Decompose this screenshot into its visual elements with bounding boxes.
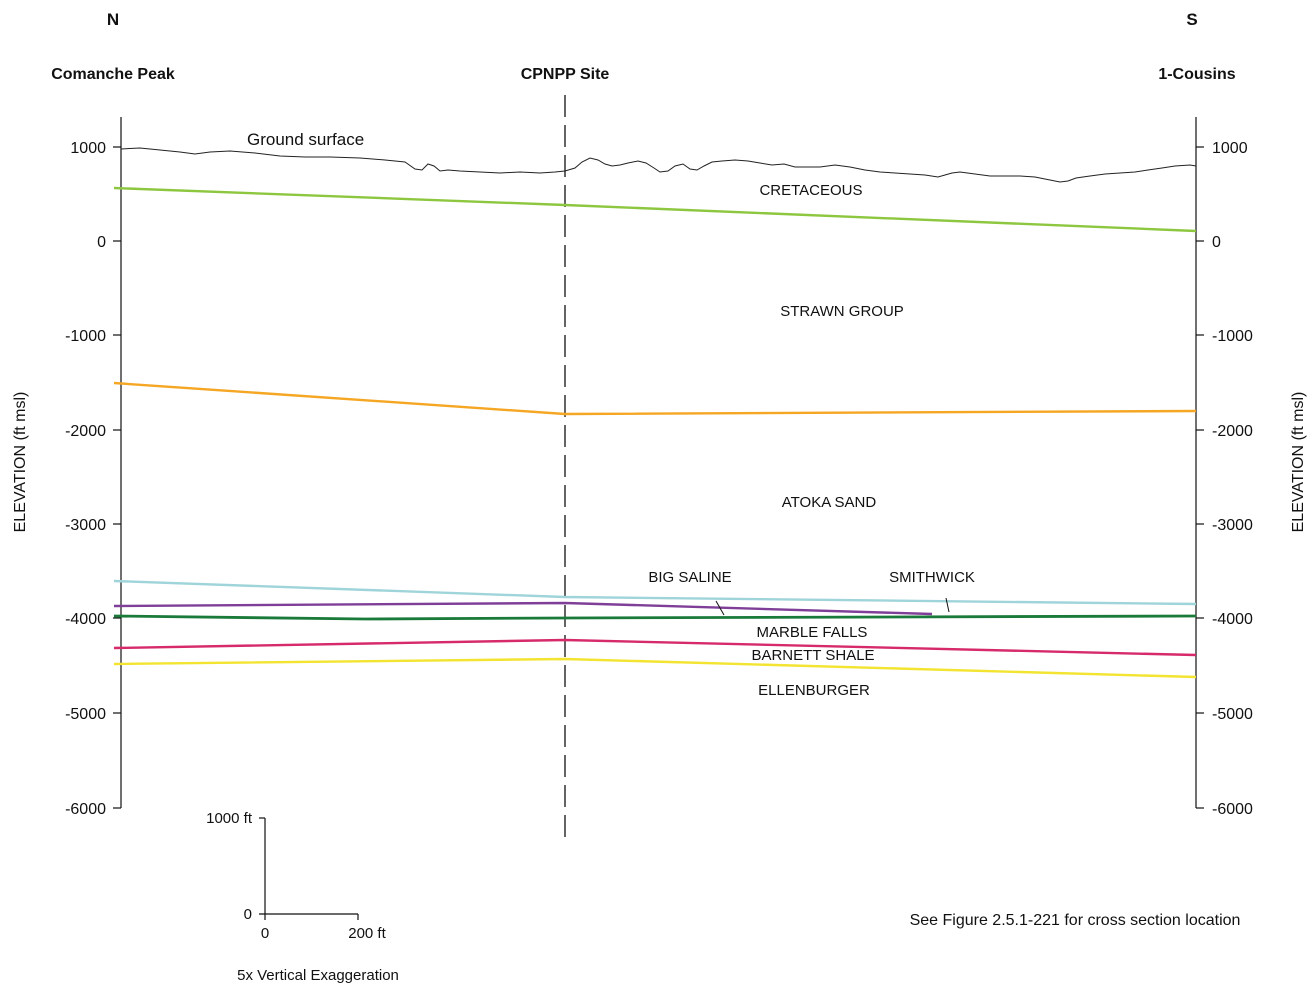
strawn-base-line [113,381,1197,416]
scale-horizontal-label: 200 ft [348,925,386,942]
big-saline-label: BIG SALINE [648,569,731,586]
strawn-group-label: STRAWN GROUP [780,303,904,320]
smithwick-base-line [113,614,1197,621]
atoka-base-line [113,579,1197,606]
north-label: N [107,10,119,29]
right-ticks [1196,146,1204,809]
left-well-label: Comanche Peak [51,66,175,83]
scale-vertical-label: 1000 ft [206,810,253,827]
cretaceous-base-line [113,186,1197,233]
right-tick-label: 1000 [1212,140,1248,157]
atoka-sand-label: ATOKA SAND [782,494,877,511]
right-tick-label: -2000 [1212,423,1253,440]
left-tick-label: 1000 [70,140,106,157]
right-axis-title: ELEVATION (ft msl) [1290,392,1307,533]
right-tick-label: -5000 [1212,706,1253,723]
left-tick-label: -5000 [65,706,106,723]
ellenburger-label: ELLENBURGER [758,682,870,699]
left-tick-label: -4000 [65,611,106,628]
right-tick-labels: 1000 0 -1000 -2000 -3000 -4000 -5000 -60… [1212,140,1253,818]
cretaceous-label: CRETACEOUS [759,182,862,199]
vertical-exaggeration-note: 5x Vertical Exaggeration [237,967,399,984]
ground-surface-line [120,147,1197,183]
barnett-base-line [113,657,1197,679]
right-well-label: 1-Cousins [1158,66,1235,83]
right-tick-label: -6000 [1212,801,1253,818]
barnett-shale-label: BARNETT SHALE [751,647,874,664]
center-site-label: CPNPP Site [521,66,610,83]
left-tick-labels: 1000 0 -1000 -2000 -3000 -4000 -5000 -60… [65,140,106,818]
right-tick-label: 0 [1212,234,1221,251]
left-axis-title: ELEVATION (ft msl) [12,392,29,533]
right-tick-label: -3000 [1212,517,1253,534]
scale-zero-horizontal: 0 [261,925,269,942]
left-tick-label: -3000 [65,517,106,534]
south-label: S [1186,10,1197,29]
scale-bar [259,817,359,920]
ground-surface-label: Ground surface [247,130,364,149]
left-tick-label: -2000 [65,423,106,440]
left-tick-label: -1000 [65,328,106,345]
right-tick-label: -4000 [1212,611,1253,628]
left-ticks [113,146,121,809]
left-tick-label: -6000 [65,801,106,818]
left-tick-label: 0 [97,234,106,251]
marble-falls-label: MARBLE FALLS [757,624,868,641]
reference-note: See Figure 2.5.1-221 for cross section l… [910,912,1241,929]
marble-falls-base-line [113,638,1197,657]
smithwick-leader [945,597,950,613]
big-saline-base-line [113,601,933,616]
scale-zero-vertical: 0 [244,906,252,923]
smithwick-label: SMITHWICK [889,569,975,586]
right-tick-label: -1000 [1212,328,1253,345]
big-saline-leader [715,600,725,616]
